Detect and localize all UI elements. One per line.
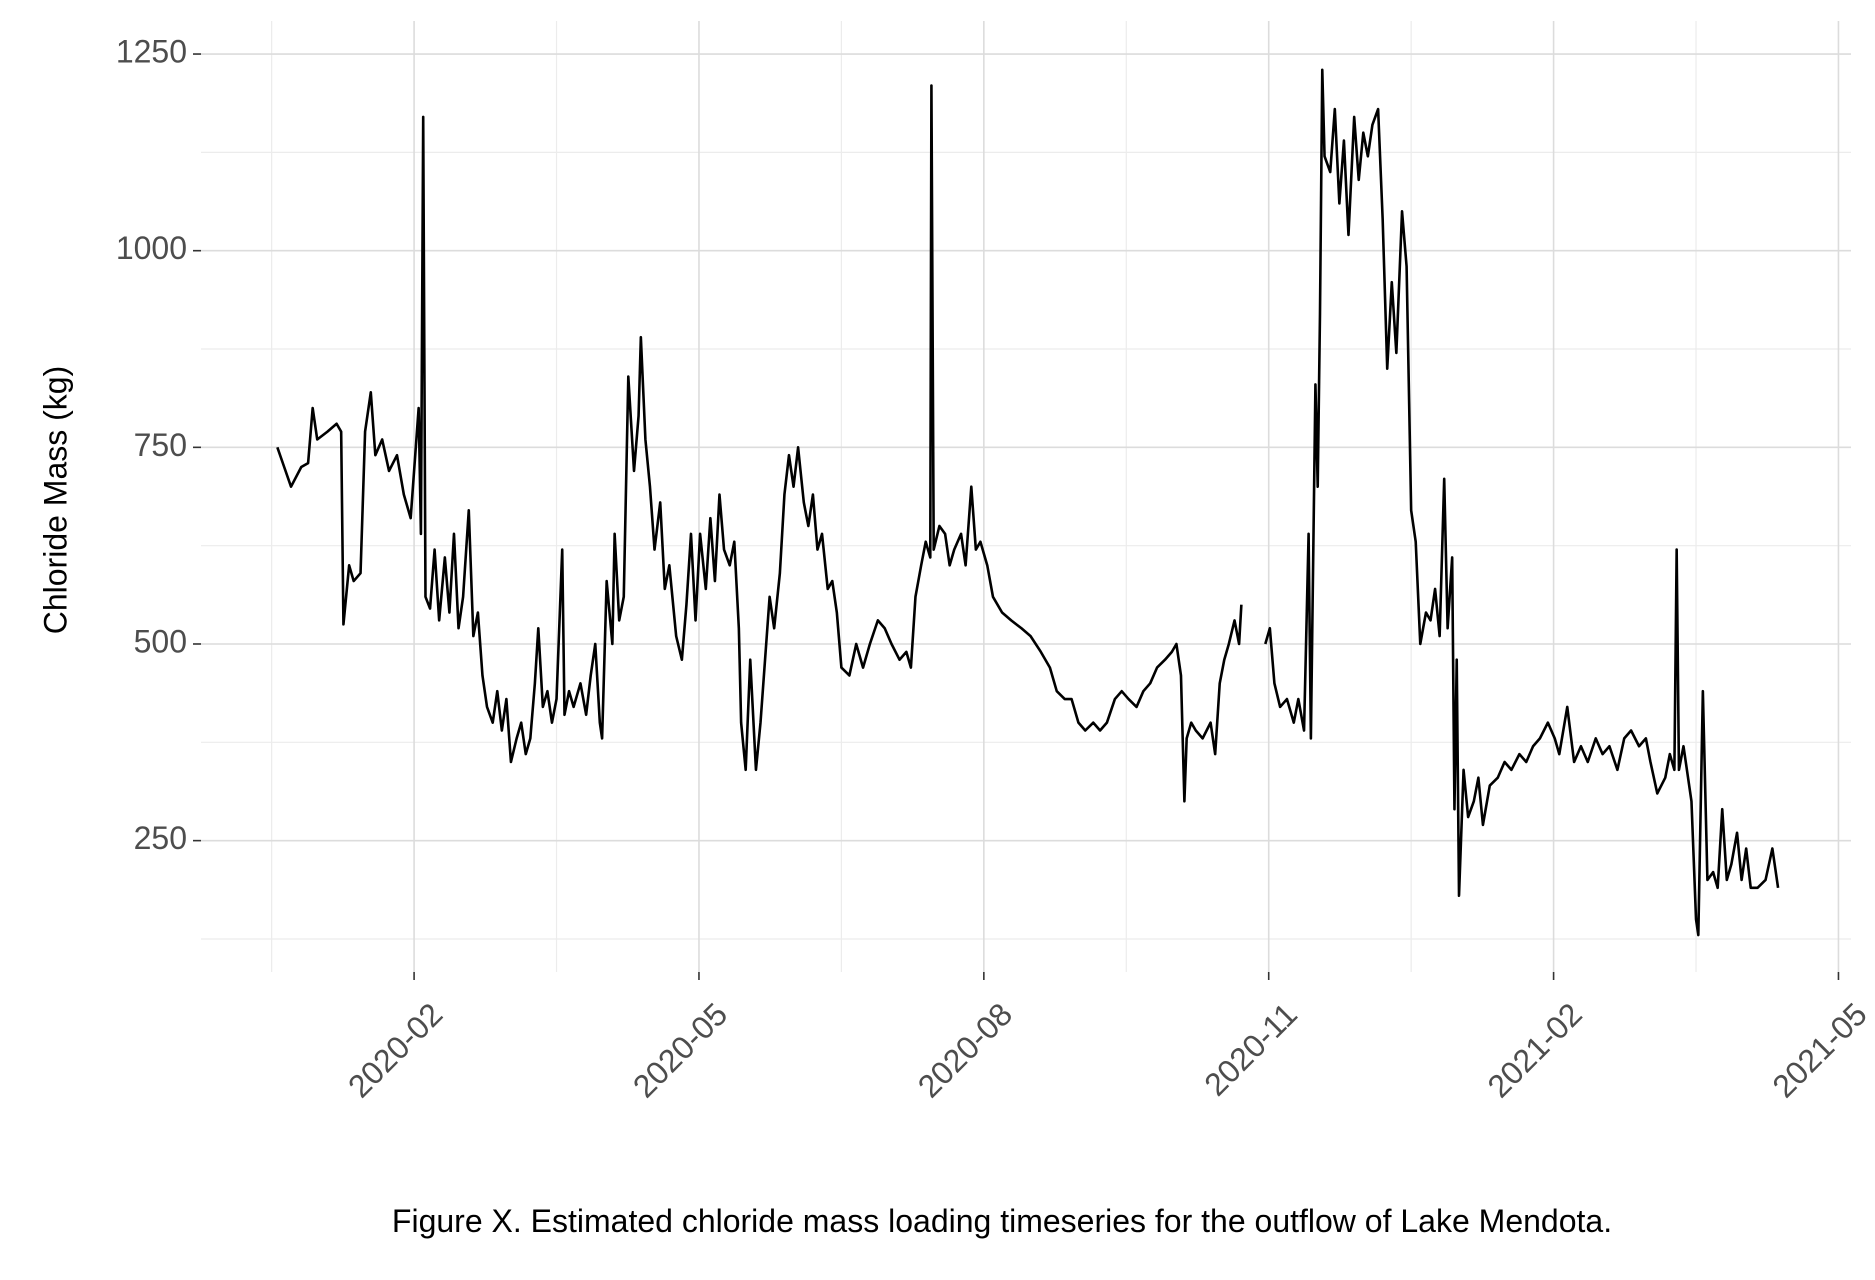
y-tick-label: 500 <box>134 623 187 659</box>
y-tick-label: 250 <box>134 820 187 856</box>
grid <box>201 21 1851 972</box>
y-tick-label: 1250 <box>116 33 187 69</box>
x-tick-label: 2020-02 <box>341 996 449 1104</box>
x-tick-label: 2020-08 <box>911 996 1019 1104</box>
y-tick-label: 1000 <box>116 230 187 266</box>
data-line <box>276 68 1780 937</box>
x-tick-label: 2021-05 <box>1765 996 1873 1104</box>
caption: Figure X. Estimated chloride mass loadin… <box>392 1203 1612 1239</box>
x-tick-label: 2020-05 <box>626 996 734 1104</box>
x-tick-label: 2020-11 <box>1197 996 1304 1103</box>
x-tick-label: 2021-02 <box>1480 996 1588 1104</box>
y-tick-label: 750 <box>134 427 187 463</box>
y-axis-title: Chloride Mass (kg) <box>37 366 73 635</box>
